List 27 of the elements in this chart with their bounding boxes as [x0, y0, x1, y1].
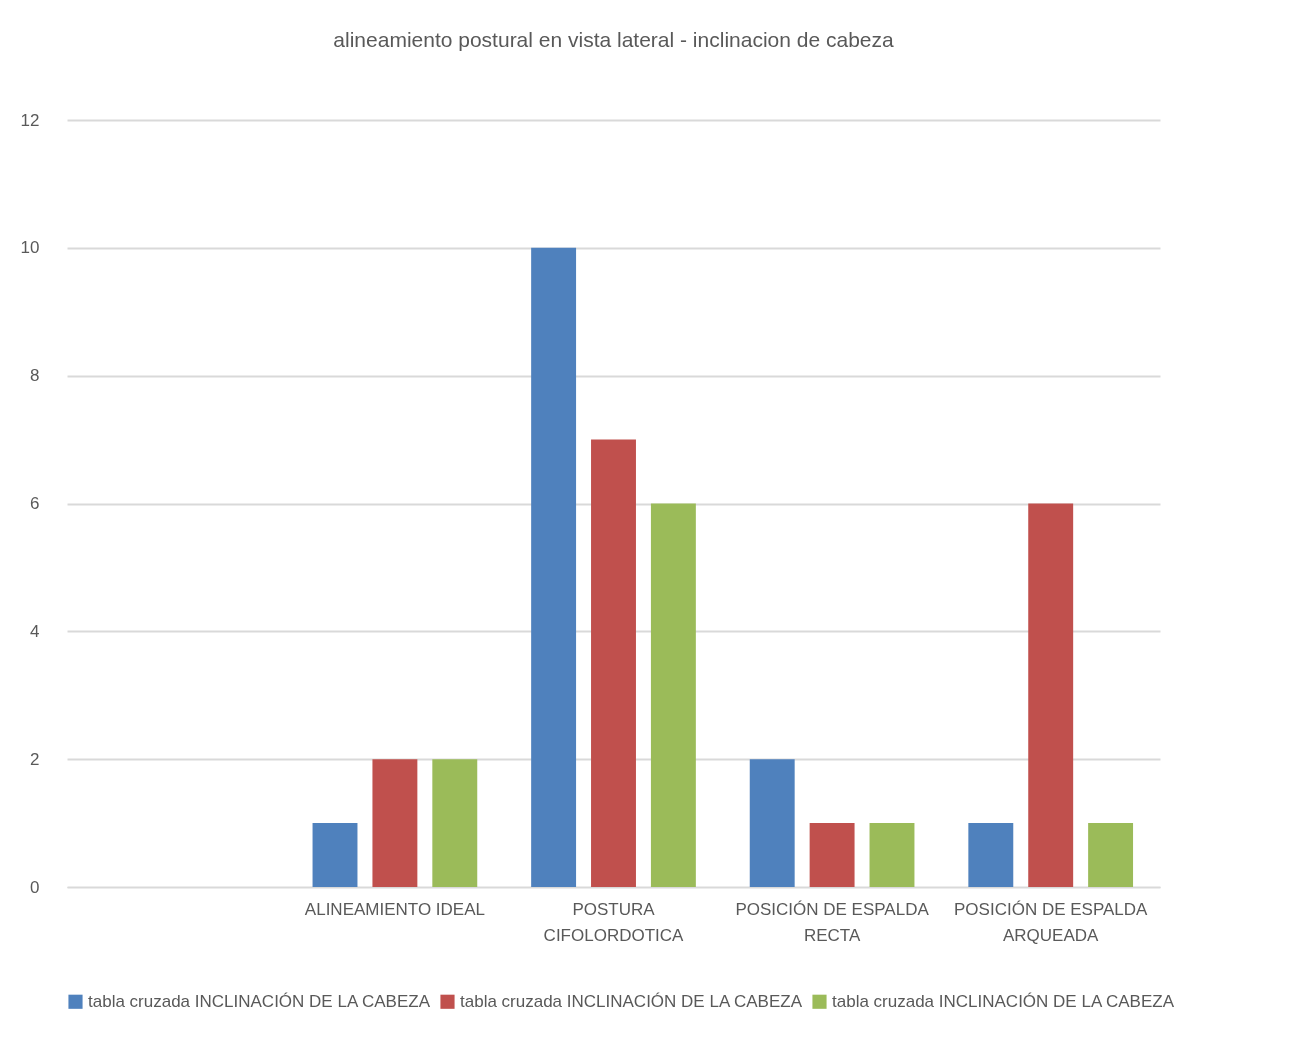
x-tick-label: POSICIÓN DE ESPALDA RECTA: [735, 899, 930, 945]
legend-label: tabla cruzada INCLINACIÓN DE LA CABEZA: [460, 991, 803, 1011]
y-tick-label: 10: [20, 238, 40, 258]
bar: [1088, 823, 1134, 887]
bar: [809, 823, 855, 887]
bar: [650, 503, 696, 887]
bar: [531, 247, 577, 887]
bar: [749, 759, 795, 887]
bar: [968, 823, 1014, 887]
y-tick-label: 8: [30, 366, 40, 386]
legend-label: tabla cruzada INCLINACIÓN DE LA CABEZA: [88, 991, 431, 1011]
y-tick-label: 4: [30, 621, 40, 641]
chart-title: alineamiento postural en vista lateral - inclinacion de cabeza: [333, 28, 894, 51]
y-tick-label: 6: [30, 494, 40, 513]
bar: [432, 759, 478, 887]
y-tick-label: 0: [30, 877, 40, 897]
x-tick-label: POSICIÓN DE ESPALDA ARQUEADA: [954, 899, 1149, 945]
bar: [1028, 503, 1074, 887]
bar: [372, 759, 418, 887]
bar: [869, 823, 915, 887]
x-tick-label: ALINEAMIENTO IDEAL: [304, 899, 485, 919]
bar: [591, 439, 636, 887]
legend-label: tabla cruzada INCLINACIÓN DE LA CABEZA: [832, 991, 1175, 1011]
y-tick-label: 2: [30, 749, 40, 769]
y-tick-label: 12: [20, 110, 40, 130]
bar: [312, 823, 358, 887]
x-tick-label: POSTURA CIFOLORDOTICA: [543, 899, 685, 945]
